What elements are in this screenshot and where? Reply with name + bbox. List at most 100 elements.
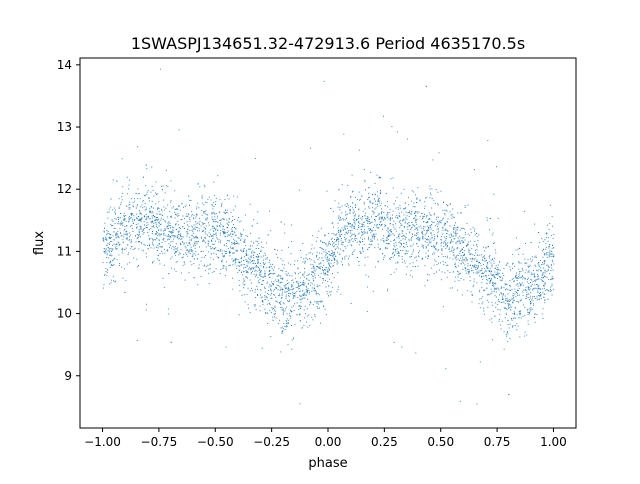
data-point (551, 267, 553, 269)
data-point (543, 260, 545, 261)
data-point (361, 219, 363, 221)
data-point (532, 303, 534, 305)
data-point (197, 253, 199, 255)
data-point (469, 280, 471, 282)
data-point (379, 217, 381, 219)
data-point (524, 278, 526, 280)
data-point (313, 269, 315, 271)
data-point (188, 226, 190, 228)
data-point (226, 209, 228, 211)
data-point (392, 256, 394, 258)
data-point (262, 259, 264, 261)
data-point (295, 287, 297, 288)
data-point (451, 247, 453, 249)
data-point (421, 232, 423, 234)
data-point (398, 212, 400, 214)
data-point (264, 296, 266, 298)
data-point (432, 239, 434, 241)
data-point (169, 246, 170, 248)
data-point (196, 241, 198, 243)
data-point (380, 221, 382, 223)
data-point (444, 214, 446, 216)
data-point (484, 260, 486, 262)
data-point (264, 273, 266, 274)
data-point (495, 265, 497, 267)
data-point (505, 312, 507, 314)
data-point (347, 225, 349, 227)
data-point (325, 254, 327, 256)
data-point (282, 330, 284, 332)
data-point (377, 205, 379, 207)
data-point (239, 262, 241, 264)
data-point (273, 294, 275, 296)
data-point (339, 209, 341, 211)
data-point (472, 270, 474, 272)
data-point (240, 220, 242, 222)
data-point (282, 308, 284, 310)
data-point (194, 228, 196, 230)
data-point (140, 219, 142, 221)
data-point (272, 284, 274, 286)
data-point (276, 275, 278, 277)
data-point (553, 263, 555, 265)
data-point (358, 220, 360, 222)
data-point (529, 310, 531, 312)
data-point (497, 287, 499, 289)
data-point (105, 237, 107, 239)
data-point (285, 323, 287, 325)
data-point (217, 175, 219, 177)
data-point (256, 254, 258, 255)
data-point (137, 223, 139, 225)
data-point (352, 251, 354, 253)
data-point (265, 312, 267, 314)
data-point (551, 285, 553, 287)
data-point (229, 264, 231, 266)
data-point (319, 300, 321, 302)
data-point (279, 295, 281, 297)
data-point (491, 274, 493, 276)
data-point (368, 276, 370, 278)
data-point (380, 239, 382, 241)
data-point (269, 304, 271, 305)
data-point (250, 259, 252, 261)
data-point (551, 260, 553, 261)
data-point (244, 239, 246, 241)
data-point (470, 267, 472, 269)
data-point (170, 236, 172, 238)
data-point (379, 193, 381, 194)
data-point (534, 284, 536, 286)
data-point (403, 208, 405, 209)
data-point (209, 268, 211, 270)
data-point (363, 169, 365, 171)
data-point (238, 261, 240, 263)
data-point (277, 281, 279, 283)
data-point (141, 243, 143, 245)
data-point (379, 176, 380, 178)
data-point (150, 227, 152, 229)
data-point (444, 242, 446, 244)
data-point (195, 250, 197, 252)
data-point (493, 260, 495, 262)
data-point (443, 240, 445, 242)
data-point (533, 296, 535, 298)
data-point (325, 314, 327, 316)
data-point (411, 211, 413, 213)
data-point (423, 221, 425, 223)
data-point (474, 254, 476, 256)
data-point (440, 262, 441, 264)
data-point (486, 294, 488, 296)
data-point (187, 251, 189, 253)
data-point (308, 279, 310, 281)
data-point (386, 229, 388, 231)
data-point (159, 213, 161, 215)
data-point (409, 232, 411, 234)
y-tick-label: 12 (57, 182, 72, 196)
data-point (243, 260, 245, 261)
data-point (544, 272, 546, 274)
data-point (524, 335, 526, 337)
data-point (483, 275, 485, 277)
data-point (459, 272, 461, 274)
data-point (287, 286, 289, 288)
data-point (529, 295, 531, 297)
